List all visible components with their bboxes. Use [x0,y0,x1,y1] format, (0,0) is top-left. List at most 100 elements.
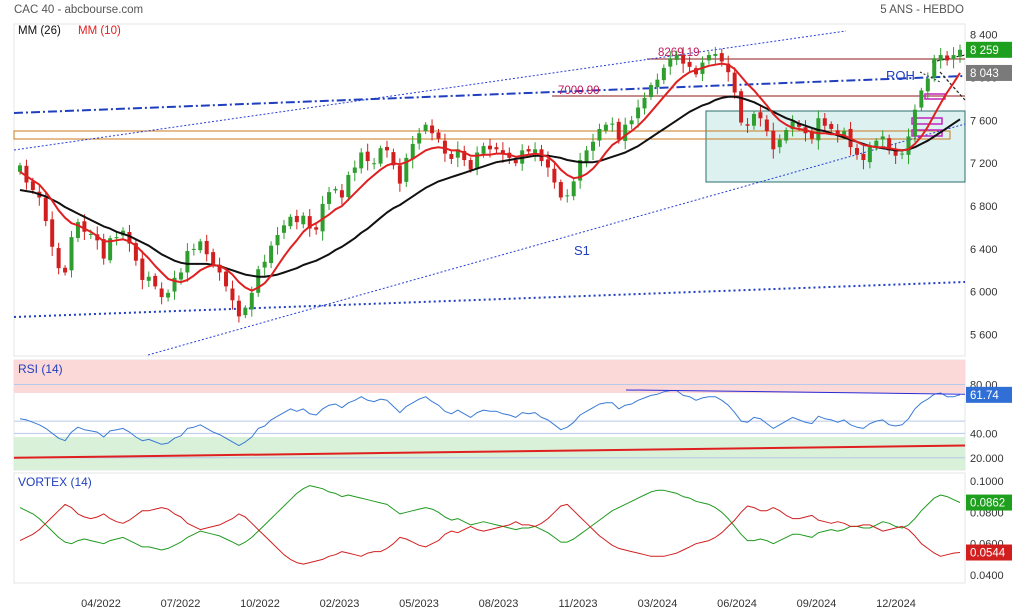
candle-body [610,123,615,125]
candle-body [500,150,505,154]
candle-body [178,272,183,280]
candle-body [108,238,113,261]
support-s1-label: S1 [574,243,590,258]
candle-body [842,131,847,135]
candle-body [281,225,286,233]
candle-body [751,113,756,126]
rsi-y-tick: 20.000 [970,453,1004,465]
candle-body [185,251,190,273]
candle-body [758,112,763,119]
candle-body [301,215,306,225]
candle-body [449,154,454,159]
candle-body [533,149,538,154]
candle-body [391,152,396,166]
candle-body [809,131,814,139]
candle-body [333,188,338,191]
candle-body [558,182,563,198]
candle-body [436,132,441,139]
price-y-tick: 6 000 [970,287,998,299]
x-axis-tick: 11/2023 [559,598,598,610]
x-axis-tick: 08/2023 [479,598,519,610]
candle-body [352,167,357,173]
long-support-line [13,281,966,318]
candle-body [706,55,711,61]
candle-body [275,234,280,246]
candle-body [101,239,106,259]
candle-body [372,163,377,165]
x-axis-tick: 09/2024 [797,598,837,610]
candle-body [236,300,241,317]
candle-body [320,203,325,232]
candle-body [339,190,344,198]
rsi-oversold-zone [14,437,965,470]
candle-body [835,130,840,136]
candle-body [893,150,898,156]
vortex-minus-badge-text: 0.0544 [970,548,1006,560]
candle-body [687,61,692,67]
candle-body [867,147,872,163]
candle-body [854,148,859,155]
candle-body [127,231,132,244]
candle-body [56,248,61,269]
candle-body [430,125,435,134]
candle-body [307,216,312,229]
high-value-label: 8269.19 [658,47,700,59]
candle-body [423,124,428,132]
vortex-series-layer [19,485,961,565]
candle-body [462,151,467,161]
roh-down-line [939,71,966,101]
candle-body [217,264,222,273]
ma-slow-line [19,95,961,278]
x-axis-tick: 06/2024 [717,598,757,610]
candle-body [455,149,460,158]
candle-body [745,124,750,126]
ma-fast-legend: MM (10) [78,25,121,37]
candle-body [243,307,248,316]
vortex-minus-line [19,503,961,565]
candle-body [526,149,531,152]
candle-body [584,150,589,163]
ma-slow-legend: MM (26) [18,25,61,37]
candle-body [655,79,660,88]
candle-body [153,275,158,287]
candle-body [565,195,570,197]
candle-body [69,237,74,271]
candle-body [159,288,164,298]
level-value-label: 7000.90 [558,85,600,97]
candle-body [603,124,608,131]
rsi-value-badge [966,386,1012,403]
candle-body [694,68,699,75]
candle-body [82,221,87,232]
candle-body [288,216,293,227]
candle-body [822,118,827,126]
candle-body [475,152,480,168]
candle-body [616,121,621,140]
vortex-title: VORTEX (14) [18,475,92,489]
candle-body [346,175,351,198]
candle-body [294,215,299,223]
resistance-band [13,130,951,140]
candle-body [777,139,782,148]
candle-body [661,67,666,81]
candle-body [880,136,885,140]
price-y-tick: 7 200 [970,158,998,170]
candle-body [938,55,943,61]
rsi-value-badge-text: 61.74 [970,390,999,402]
candle-body [224,271,229,287]
candle-body [668,58,673,67]
candle-body [204,240,209,255]
candle-body [932,58,937,78]
candle-body [191,248,196,250]
candle-body [481,146,486,154]
candle-body [146,276,151,281]
candle-body [648,85,653,98]
price-annotations: 8269.19 7000.90 S1 ROH [13,30,966,356]
candle-body [571,181,576,197]
chart-title: CAC 40 - abcbourse.com [14,4,143,16]
candle-body [140,258,145,280]
candle-body [900,153,905,155]
candle-body [681,55,686,64]
x-axis-tick: 04/2022 [81,598,121,610]
